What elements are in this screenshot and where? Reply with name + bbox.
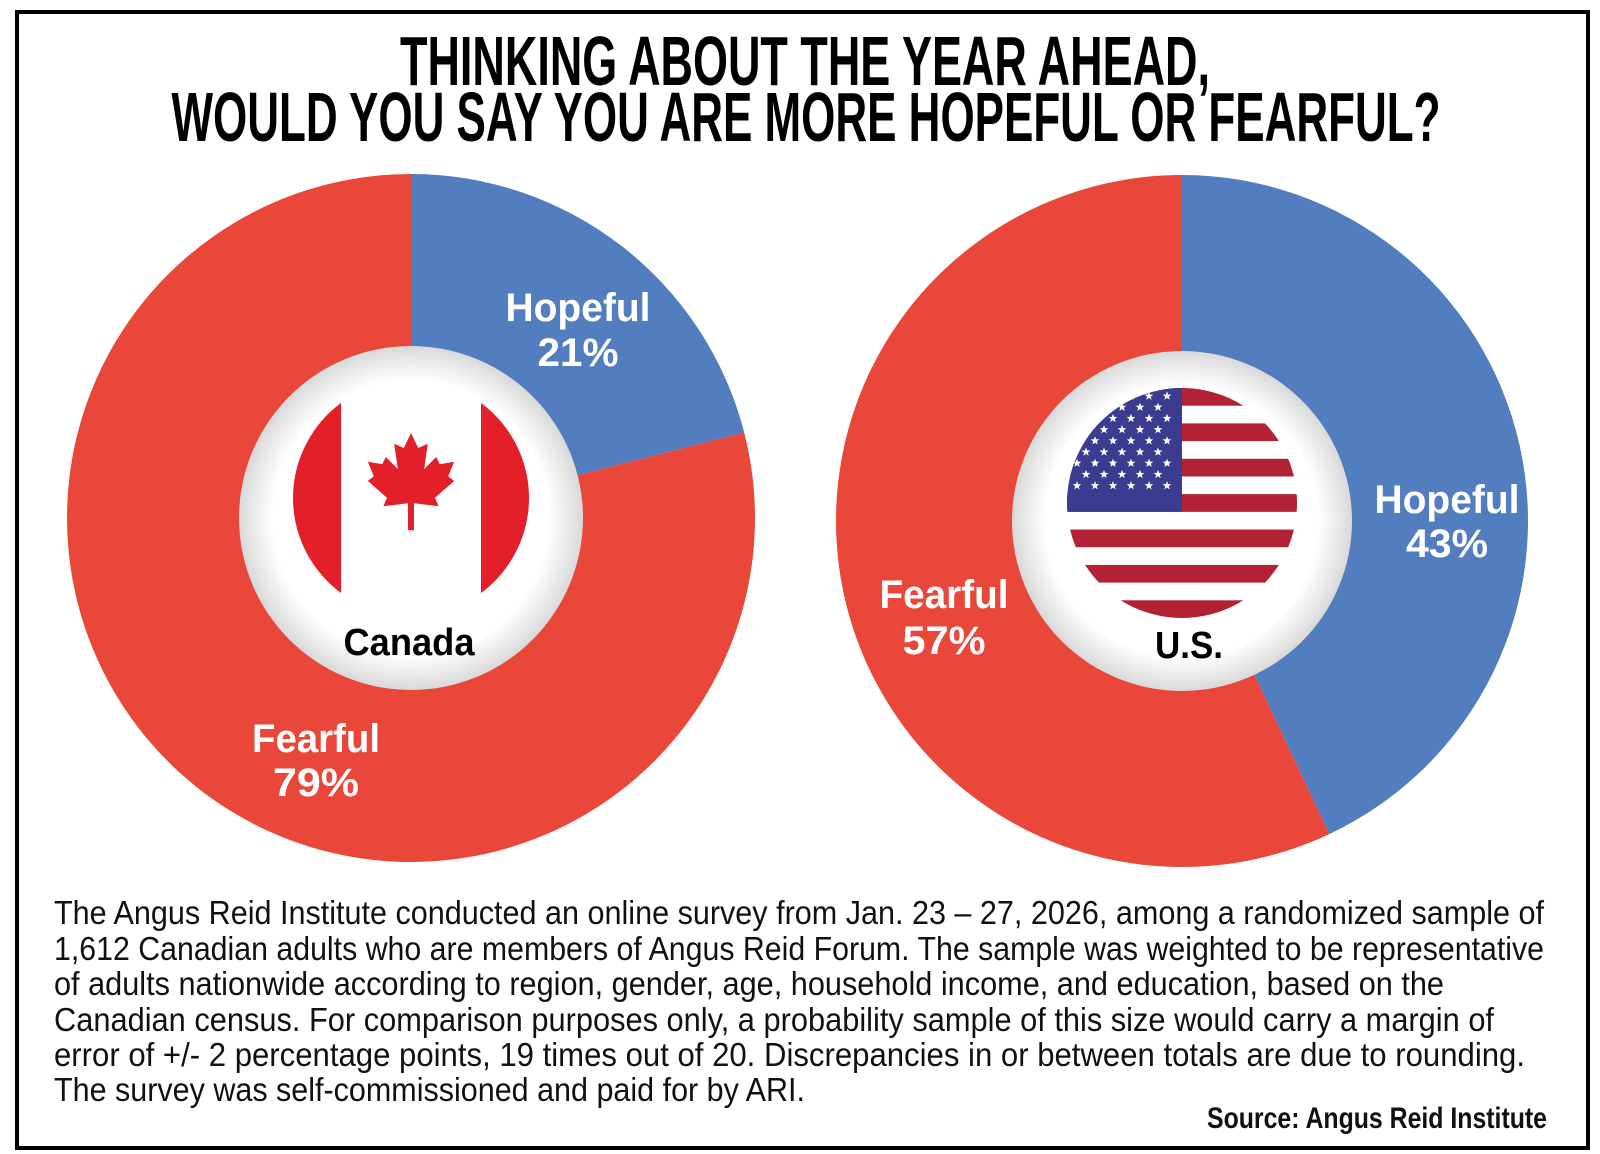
us-fearful-label: Fearful: [880, 573, 1009, 617]
maple-leaf-icon: [367, 433, 455, 531]
star-icon: [1144, 458, 1154, 467]
star-icon: [1126, 413, 1136, 423]
star-icon: [1144, 413, 1154, 423]
flag-stripe: [1067, 529, 1297, 548]
star-icon: [1090, 481, 1100, 490]
star-icon: [1108, 481, 1118, 490]
us-hopeful-value: 43%: [1406, 522, 1488, 566]
star-icon: [1162, 413, 1172, 423]
flag-stripe: [1067, 547, 1297, 566]
canada-hopeful-label: Hopeful: [506, 286, 651, 330]
star-icon: [1126, 458, 1136, 467]
star-icon: [1108, 436, 1118, 445]
canada-fearful-label: Fearful: [252, 717, 380, 761]
canada-fearful-value: 79%: [273, 761, 359, 805]
star-icon: [1126, 481, 1136, 490]
star-icon: [1117, 469, 1127, 479]
chart-title-line-1: THINKING ABOUT THE YEAR AHEAD,: [400, 22, 1210, 100]
star-icon: [1117, 402, 1127, 411]
flag-stripe: [1067, 564, 1297, 584]
star-icon: [1162, 481, 1172, 490]
star-icon: [1153, 447, 1163, 456]
star-icon: [1144, 481, 1154, 490]
footnote-line: Canadian census. For comparison purposes…: [54, 1001, 1495, 1038]
star-icon: [1153, 402, 1163, 411]
star-icon: [1135, 469, 1145, 479]
star-icon: [1144, 391, 1154, 400]
canada-hopeful-value: 21%: [538, 331, 619, 375]
star-icon: [1153, 469, 1163, 479]
star-icon: [1090, 436, 1100, 445]
footnote-line: error of +/- 2 percentage points, 19 tim…: [54, 1036, 1525, 1073]
star-icon: [1099, 447, 1109, 456]
us-hopeful-slice: [1182, 175, 1528, 835]
star-icon: [1135, 447, 1145, 456]
canada-country-label: Canada: [344, 622, 476, 664]
star-icon: [1153, 425, 1163, 434]
chart-title-line-2: WOULD YOU SAY YOU ARE MORE HOPEFUL OR FE…: [172, 78, 1441, 156]
flag-stripe: [1067, 511, 1297, 531]
flag-stripe: [1067, 582, 1297, 601]
star-icon: [1135, 425, 1145, 434]
us-hopeful-label: Hopeful: [1375, 478, 1520, 522]
star-icon: [1126, 436, 1136, 445]
star-icon: [1072, 481, 1082, 490]
footnote-line: 1,612 Canadian adults who are members of…: [54, 930, 1544, 967]
star-icon: [1099, 425, 1109, 434]
star-icon: [1072, 458, 1082, 467]
star-icon: [1162, 458, 1172, 467]
star-icon: [1108, 458, 1118, 467]
star-icon: [1135, 402, 1145, 411]
star-icon: [1144, 436, 1154, 445]
us-fearful-value: 57%: [903, 619, 986, 663]
us-country-label: U.S.: [1155, 625, 1223, 667]
star-icon: [1108, 413, 1118, 423]
star-icon: [1090, 458, 1100, 467]
us-flag-icon: [1067, 388, 1297, 618]
source-credit: Source: Angus Reid Institute: [1207, 1102, 1547, 1135]
canada-flag-icon: [293, 380, 529, 616]
star-icon: [1162, 391, 1172, 400]
star-icon: [1162, 436, 1172, 445]
star-icon: [1117, 425, 1127, 434]
star-icon: [1117, 447, 1127, 456]
star-icon: [1099, 469, 1109, 479]
footnote-line: The Angus Reid Institute conducted an on…: [54, 894, 1545, 931]
footnote-line: The survey was self-commissioned and pai…: [54, 1071, 805, 1108]
star-icon: [1081, 447, 1091, 456]
footnote-line: of adults nationwide according to region…: [54, 965, 1444, 1002]
star-icon: [1081, 469, 1091, 479]
